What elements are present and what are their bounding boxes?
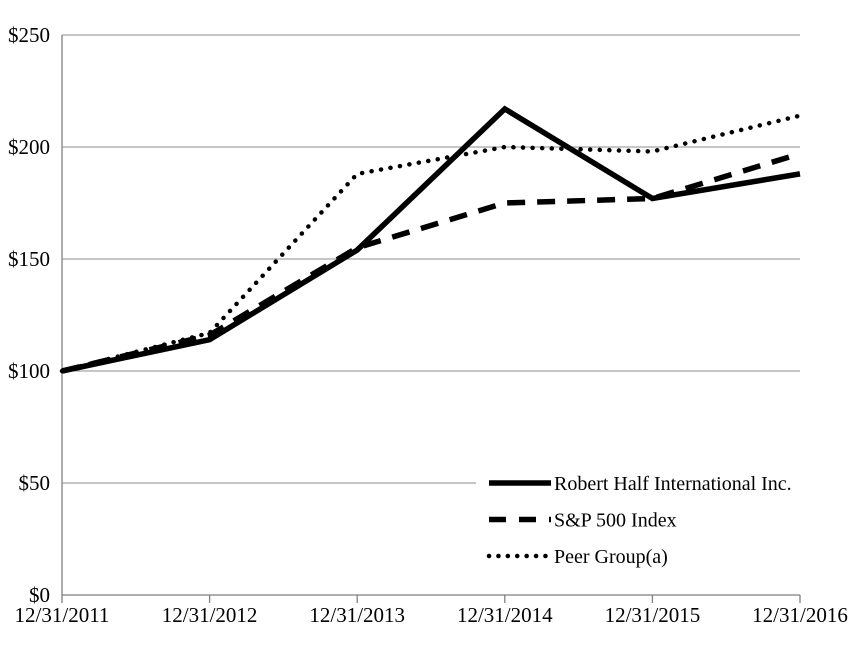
x-axis-tick-label: 12/31/2012 — [162, 603, 258, 627]
y-axis-tick-label: $100 — [8, 359, 50, 383]
x-axis-labels: 12/31/2011 12/31/2012 12/31/2013 12/31/2014… — [15, 603, 848, 627]
series-line-peer-group-a — [59, 113, 803, 374]
x-axis-tick-label: 12/31/2011 — [15, 603, 110, 627]
x-axis-tick-label: 12/31/2016 — [752, 603, 848, 627]
legend-label: S&P 500 Index — [554, 510, 677, 532]
y-axis-tick-label: $200 — [8, 135, 50, 159]
y-axis-tick-label: $250 — [8, 23, 50, 47]
y-axis-tick-label: $0 — [29, 583, 50, 607]
series-line-robert-half-international-inc — [61, 105, 801, 374]
legend-label: Robert Half International Inc. — [554, 473, 792, 495]
legend: Robert Half International Inc. S&P 500 In… — [476, 463, 802, 579]
y-axis-tick-label: $150 — [8, 247, 50, 271]
y-axis-tick-label: $50 — [19, 471, 51, 495]
x-axis-tick-label: 12/31/2014 — [457, 603, 553, 627]
series-lines — [59, 105, 803, 374]
series-line-s-p-500-index — [61, 151, 801, 374]
legend-label: Peer Group(a) — [554, 546, 668, 568]
legend-item-robert-half-international-inc: Robert Half International Inc. — [489, 473, 792, 495]
x-axis-tick-label: 12/31/2013 — [309, 603, 405, 627]
legend-item-s-p-500-index: S&P 500 Index — [489, 510, 677, 532]
y-axis-labels: $0 $50 $100 $150 $200 $250 — [8, 23, 50, 607]
axes — [61, 35, 801, 603]
legend-item-peer-group-a: Peer Group(a) — [486, 546, 668, 568]
x-axis-tick-label: 12/31/2015 — [605, 603, 701, 627]
